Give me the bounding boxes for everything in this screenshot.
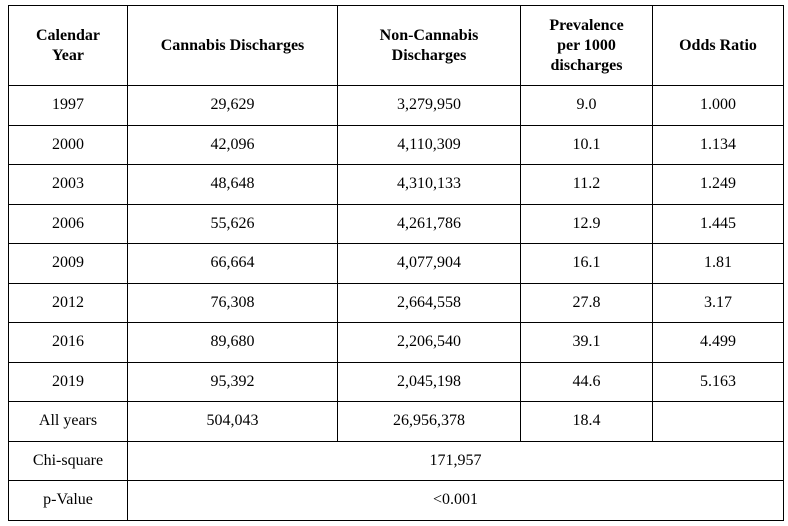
cell-cannabis: 29,629 xyxy=(127,85,338,126)
summary-value: <0.001 xyxy=(127,480,784,521)
cell-prevalence: 39.1 xyxy=(520,322,653,363)
table-header: Calendar Year Cannabis Discharges Non-Ca… xyxy=(8,5,784,86)
cell-odds-ratio: 5.163 xyxy=(652,361,784,402)
table-row: 2000 42,096 4,110,309 10.1 1.134 xyxy=(8,124,784,165)
cell-odds-ratio: 1.249 xyxy=(652,164,784,205)
cell-non-cannabis: 3,279,950 xyxy=(337,85,521,126)
cell-year: 2012 xyxy=(8,282,128,323)
cell-non-cannabis: 4,310,133 xyxy=(337,164,521,205)
summary-row-p-value: p-Value <0.001 xyxy=(8,480,784,521)
cell-odds-ratio xyxy=(652,401,784,442)
header-non-cannabis-discharges: Non-Cannabis Discharges xyxy=(337,5,521,86)
cell-cannabis: 55,626 xyxy=(127,203,338,244)
cell-cannabis: 42,096 xyxy=(127,124,338,165)
cell-non-cannabis: 2,045,198 xyxy=(337,361,521,402)
table-row: 2012 76,308 2,664,558 27.8 3.17 xyxy=(8,282,784,323)
cell-year: 2006 xyxy=(8,203,128,244)
cell-non-cannabis: 4,110,309 xyxy=(337,124,521,165)
cell-non-cannabis: 26,956,378 xyxy=(337,401,521,442)
cell-cannabis: 504,043 xyxy=(127,401,338,442)
cell-non-cannabis: 4,261,786 xyxy=(337,203,521,244)
table-row: 2019 95,392 2,045,198 44.6 5.163 xyxy=(8,361,784,402)
cell-non-cannabis: 2,664,558 xyxy=(337,282,521,323)
summary-row-chi-square: Chi-square 171,957 xyxy=(8,440,784,481)
table-row-total: All years 504,043 26,956,378 18.4 xyxy=(8,401,784,442)
cell-odds-ratio: 1.445 xyxy=(652,203,784,244)
cell-prevalence: 27.8 xyxy=(520,282,653,323)
summary-label: Chi-square xyxy=(8,440,128,481)
cell-year: 2019 xyxy=(8,361,128,402)
cell-odds-ratio: 1.134 xyxy=(652,124,784,165)
cell-year: 2000 xyxy=(8,124,128,165)
data-table: Calendar Year Cannabis Discharges Non-Ca… xyxy=(8,5,784,521)
header-prevalence: Prevalence per 1000 discharges xyxy=(520,5,653,86)
cell-prevalence: 10.1 xyxy=(520,124,653,165)
summary-value: 171,957 xyxy=(127,440,784,481)
cell-odds-ratio: 1.000 xyxy=(652,85,784,126)
cell-year: 1997 xyxy=(8,85,128,126)
table-row: 2009 66,664 4,077,904 16.1 1.81 xyxy=(8,243,784,284)
header-cannabis-discharges: Cannabis Discharges xyxy=(127,5,338,86)
header-row: Calendar Year Cannabis Discharges Non-Ca… xyxy=(8,5,784,86)
header-odds-ratio: Odds Ratio xyxy=(652,5,784,86)
cell-prevalence: 44.6 xyxy=(520,361,653,402)
cell-odds-ratio: 3.17 xyxy=(652,282,784,323)
cell-odds-ratio: 4.499 xyxy=(652,322,784,363)
table-row: 2006 55,626 4,261,786 12.9 1.445 xyxy=(8,203,784,244)
table-row: 2016 89,680 2,206,540 39.1 4.499 xyxy=(8,322,784,363)
cell-prevalence: 9.0 xyxy=(520,85,653,126)
cell-prevalence: 11.2 xyxy=(520,164,653,205)
cell-prevalence: 12.9 xyxy=(520,203,653,244)
cell-year: 2016 xyxy=(8,322,128,363)
summary-label: p-Value xyxy=(8,480,128,521)
header-calendar-year: Calendar Year xyxy=(8,5,128,86)
cell-year: 2003 xyxy=(8,164,128,205)
cell-cannabis: 48,648 xyxy=(127,164,338,205)
table-row: 1997 29,629 3,279,950 9.0 1.000 xyxy=(8,85,784,126)
cell-prevalence: 16.1 xyxy=(520,243,653,284)
cell-odds-ratio: 1.81 xyxy=(652,243,784,284)
cell-prevalence: 18.4 xyxy=(520,401,653,442)
cell-cannabis: 76,308 xyxy=(127,282,338,323)
cell-non-cannabis: 2,206,540 xyxy=(337,322,521,363)
cell-cannabis: 66,664 xyxy=(127,243,338,284)
cell-cannabis: 89,680 xyxy=(127,322,338,363)
table-row: 2003 48,648 4,310,133 11.2 1.249 xyxy=(8,164,784,205)
cell-year: 2009 xyxy=(8,243,128,284)
table-body: 1997 29,629 3,279,950 9.0 1.000 2000 42,… xyxy=(8,85,784,521)
cell-non-cannabis: 4,077,904 xyxy=(337,243,521,284)
cell-year: All years xyxy=(8,401,128,442)
cell-cannabis: 95,392 xyxy=(127,361,338,402)
